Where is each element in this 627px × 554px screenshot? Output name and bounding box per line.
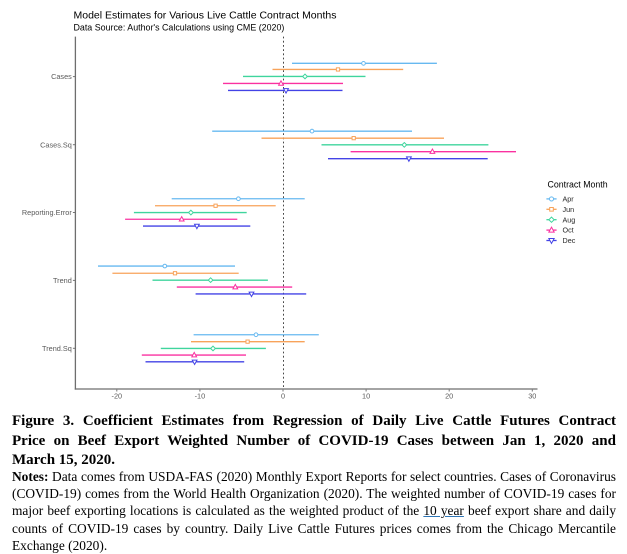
svg-text:10: 10 [362, 391, 370, 400]
svg-text:Oct: Oct [563, 226, 574, 235]
svg-text:Apr: Apr [563, 195, 575, 204]
svg-text:Trend.Sq: Trend.Sq [42, 344, 72, 353]
svg-text:Contract Month: Contract Month [548, 179, 608, 189]
svg-text:Cases: Cases [51, 72, 72, 81]
svg-text:0: 0 [281, 391, 285, 400]
svg-text:Reporting.Error: Reporting.Error [22, 208, 72, 217]
svg-text:30: 30 [528, 391, 536, 400]
svg-text:Trend: Trend [53, 276, 72, 285]
svg-text:-10: -10 [195, 391, 206, 400]
svg-text:20: 20 [445, 391, 453, 400]
svg-text:-20: -20 [112, 391, 123, 400]
svg-text:Cases.Sq: Cases.Sq [40, 140, 72, 149]
svg-text:Dec: Dec [563, 236, 576, 245]
svg-text:Jun: Jun [563, 205, 575, 214]
svg-text:Aug: Aug [563, 215, 576, 224]
svg-text:Data Source: Author's Calculat: Data Source: Author's Calculations using… [74, 22, 285, 32]
svg-text:Model Estimates for Various Li: Model Estimates for Various Live Cattle … [74, 9, 337, 21]
